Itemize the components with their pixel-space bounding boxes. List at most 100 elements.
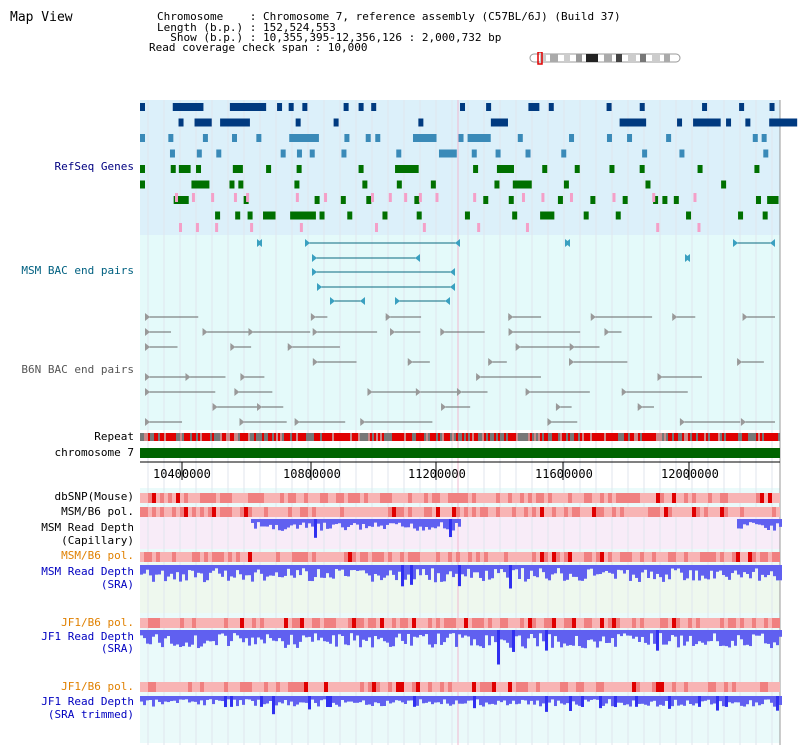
msm-pol-bin [488, 552, 492, 562]
jf1-depth-bar [374, 630, 377, 637]
msm-pol-bin [436, 507, 440, 517]
jf1-pol-bin [672, 682, 676, 692]
msm-pol-bin [228, 507, 232, 517]
jf1-pol-bin [460, 618, 464, 628]
msm-depth-bar [698, 565, 701, 581]
dbsnp-bin [692, 493, 696, 503]
jf1-trim-depth-bar [488, 696, 491, 705]
jf1-depth-bar [149, 630, 152, 645]
dbsnp-bin [700, 493, 704, 503]
jf1-depth-bar [728, 630, 731, 648]
repeat-segment [538, 433, 540, 441]
msm-depth-bar [269, 565, 272, 576]
dbsnp-bin [688, 493, 692, 503]
msm-pol-bin [204, 507, 208, 517]
repeat-segment [506, 433, 508, 441]
jf1-pol-bin [704, 682, 708, 692]
repeat-segment [758, 433, 760, 441]
repeat-segment [496, 433, 498, 441]
chromosome-ideogram[interactable] [528, 52, 688, 66]
msm-pol-bin [232, 552, 236, 562]
jf1-pol-bin [760, 682, 764, 692]
jf1-depth-bar [563, 630, 566, 644]
repeat-segment [580, 433, 582, 441]
jf1-depth-bar [230, 630, 233, 642]
jf1-pol-bin [544, 618, 548, 628]
msm-pol-bin [744, 507, 748, 517]
gene-feature [563, 180, 569, 189]
capillary-depth-bar [752, 519, 755, 523]
dbsnp-bin [452, 493, 456, 503]
jf1-pol-bin [768, 682, 772, 692]
msm-pol-bin [268, 552, 272, 562]
jf1-depth-bar [278, 630, 281, 639]
jf1-trim-depth-bar [431, 696, 434, 705]
msm-depth-bar [173, 565, 176, 580]
repeat-segment [144, 433, 146, 441]
b6n-end-marker [590, 313, 596, 321]
jf1-depth-bar [551, 630, 554, 648]
msm-depth-bar [569, 565, 572, 574]
msm-pol-bin [656, 507, 660, 517]
repeat-segment [658, 433, 660, 441]
dbsnp-bin [424, 493, 428, 503]
jf1-pol-bin [432, 618, 436, 628]
jf1-depth-bar [566, 630, 569, 646]
gene-feature [358, 103, 364, 111]
jf1-pol-bin [596, 682, 600, 692]
jf1-pol-bin [252, 618, 256, 628]
jf1-pol-bin [368, 682, 372, 692]
repeat-segment [262, 433, 264, 441]
msm-depth-bar [194, 565, 197, 578]
msm-depth-bar [626, 565, 629, 570]
jf1-trim-depth-bar [323, 696, 326, 700]
repeat-segment [546, 433, 548, 441]
msm-depth-bar [677, 565, 680, 569]
repeat-segment [376, 433, 378, 441]
jf1-depth-bar [464, 630, 467, 636]
jf1-pol-bin [496, 682, 500, 692]
jf1-trim-depth-bar [440, 696, 443, 705]
msm-depth-bar [746, 565, 749, 574]
jf1-trim-depth-bar [248, 696, 251, 700]
msm-pol-bin [252, 507, 256, 517]
jf1-pol-bin [512, 618, 516, 628]
msm-pol-bin [704, 507, 708, 517]
jf1-pol-bin [548, 682, 552, 692]
dbsnp-bin [180, 493, 184, 503]
dbsnp-bin [552, 493, 556, 503]
gene-feature [412, 134, 437, 142]
jf1-trim-depth-bar [206, 696, 209, 700]
jf1-pol-bin [520, 618, 524, 628]
jf1-pol-bin [452, 618, 456, 628]
jf1-trim-depth-bar [620, 696, 623, 703]
jf1-depth-bar [362, 630, 365, 640]
jf1-pol-bin [272, 682, 276, 692]
msm-depth-bar [470, 565, 473, 578]
msm-depth-bar [302, 565, 305, 569]
msm-depth-bar [425, 565, 428, 576]
msm-depth-bar [185, 565, 188, 581]
msm-pol-bin [140, 552, 144, 562]
dbsnp-bin [212, 493, 216, 503]
msm-pol-bin [764, 552, 768, 562]
jf1-pol-bin [232, 618, 236, 628]
repeat-segment [646, 433, 648, 441]
jf1-pol-bin [508, 682, 512, 692]
msm-depth-bar [584, 565, 587, 579]
b6n-end-marker [441, 403, 447, 411]
msm-pol-bin [732, 552, 736, 562]
jf1-depth-bar [704, 630, 707, 645]
msm-pol-bin [260, 552, 264, 562]
msm-pol-bin [472, 507, 476, 517]
b6n-end-marker [740, 418, 746, 426]
capillary-depth-bar [368, 519, 371, 527]
capillary-depth-bar [407, 519, 410, 528]
jf1-trim-depth-bar [605, 696, 608, 704]
msm-pol-bin [336, 507, 340, 517]
capillary-depth-bar [455, 519, 458, 523]
msm-depth-bar [422, 565, 425, 570]
jf1-trim-depth-bar [458, 696, 461, 704]
msm-pol-bin [168, 507, 172, 517]
